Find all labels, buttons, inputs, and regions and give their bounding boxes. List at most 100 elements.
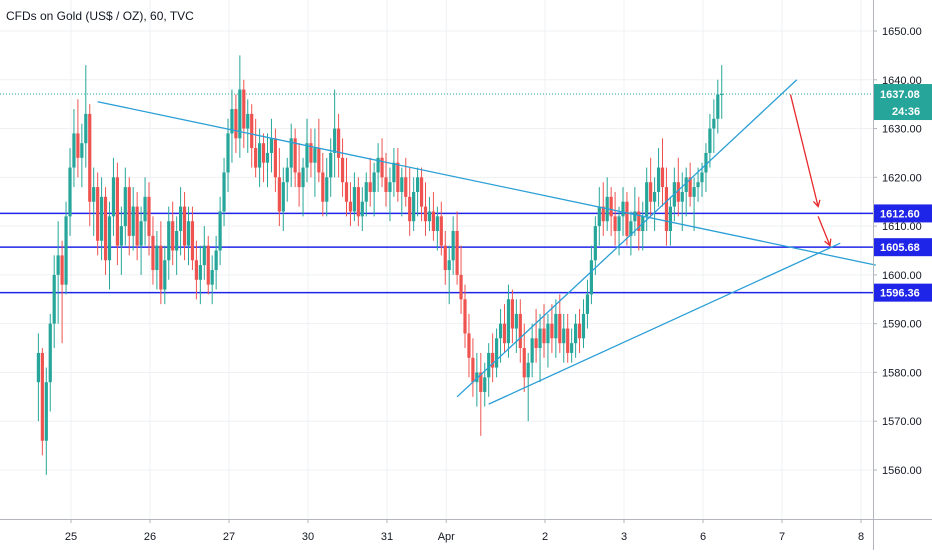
candle-body <box>451 230 455 261</box>
level-price-tag: 1612.60 <box>880 208 920 220</box>
candle-body <box>119 226 123 246</box>
candle-body <box>210 270 214 285</box>
candle-body <box>439 216 443 246</box>
candle-body <box>522 348 526 378</box>
candle-body <box>712 118 716 129</box>
candle-body <box>76 133 80 158</box>
candle-body <box>463 299 467 334</box>
candle-body <box>554 313 558 339</box>
trendline <box>456 79 798 398</box>
candle-body <box>633 211 637 222</box>
candle-body <box>88 113 92 202</box>
level-price-tag: 1596.36 <box>880 288 920 300</box>
candle-body <box>84 113 88 144</box>
candle-body <box>491 352 495 368</box>
candle-body <box>202 245 206 266</box>
y-tick-label: 1650.00 <box>882 26 922 38</box>
candle-body <box>435 216 439 231</box>
candle-body <box>570 343 574 353</box>
candle-body <box>589 260 593 295</box>
candle-body <box>518 313 522 349</box>
candle-body <box>258 143 262 168</box>
candle-body <box>360 201 364 217</box>
candle-body <box>487 352 491 378</box>
candle-body <box>400 177 404 192</box>
candle-body <box>708 128 712 153</box>
candle-body <box>246 113 250 129</box>
candle-body <box>404 177 408 197</box>
candle-body <box>48 323 52 383</box>
x-tick-label: 2 <box>542 531 548 543</box>
candle-body <box>333 128 337 153</box>
candle-body <box>44 382 48 441</box>
candle-body <box>510 299 514 329</box>
candle-body <box>396 162 400 192</box>
candle-body <box>574 323 578 344</box>
candle-body <box>617 216 621 231</box>
level-price-tag-bg <box>874 238 932 257</box>
candle-body <box>107 216 112 261</box>
candle-body <box>645 182 649 217</box>
candle-body <box>593 226 597 261</box>
candle-body <box>167 221 171 261</box>
candle-body <box>443 245 447 271</box>
candle-body <box>455 230 459 275</box>
candle-body <box>502 323 507 344</box>
candle-body <box>96 187 100 241</box>
candle-body <box>550 323 554 339</box>
level-price-tag: 1605.68 <box>880 242 920 254</box>
projection-arrow <box>817 216 831 246</box>
trendline <box>488 242 841 405</box>
candle-body <box>613 216 617 231</box>
candle-body <box>344 182 349 202</box>
candle-body <box>123 187 127 227</box>
candle-body <box>676 182 680 202</box>
candle-body <box>285 167 289 183</box>
candle-body <box>352 187 356 212</box>
candle-body <box>656 167 661 192</box>
candle-body <box>431 211 435 231</box>
candle-body <box>92 187 96 202</box>
y-tick-label: 1600.00 <box>882 270 922 282</box>
candle-body <box>80 143 84 158</box>
current-price-tag-bg <box>874 84 932 121</box>
candle-body <box>625 201 629 236</box>
candle-body <box>305 143 309 168</box>
candle-body <box>597 206 601 227</box>
candle-body <box>325 177 329 202</box>
candle-body <box>40 352 44 441</box>
level-price-tag-bg <box>874 204 932 223</box>
candle-body <box>447 260 451 271</box>
candle-body <box>159 245 163 290</box>
candles <box>36 55 724 475</box>
candle-body <box>649 182 653 202</box>
candle-body <box>242 89 246 129</box>
y-tick-label: 1570.00 <box>882 416 922 428</box>
candle-body <box>250 113 254 149</box>
candle-body <box>163 260 167 290</box>
candle-body <box>143 196 147 222</box>
candle-body <box>660 167 665 188</box>
candle-body <box>364 182 368 202</box>
candle-body <box>281 182 285 212</box>
candle-body <box>186 221 191 246</box>
candle-body <box>234 109 238 139</box>
x-tick-label: 30 <box>302 531 314 543</box>
arrows <box>789 94 832 247</box>
x-axis-ticks: 25 26 27 30 31 Apr 2 3 6 7 8 <box>65 519 864 543</box>
candle-body <box>72 133 76 168</box>
candle-body <box>427 211 432 222</box>
candle-body <box>680 191 684 202</box>
projection-arrow <box>789 94 819 207</box>
candle-body <box>56 255 60 275</box>
candle-body <box>412 191 416 222</box>
candle-body <box>566 328 570 353</box>
y-tick-label: 1560.00 <box>882 465 922 477</box>
arrow-head <box>812 199 821 208</box>
x-tick-label: 3 <box>621 531 627 543</box>
candle-body <box>356 187 360 217</box>
candle-body <box>139 221 143 246</box>
candle-body <box>194 260 198 280</box>
candle-body <box>155 245 159 271</box>
